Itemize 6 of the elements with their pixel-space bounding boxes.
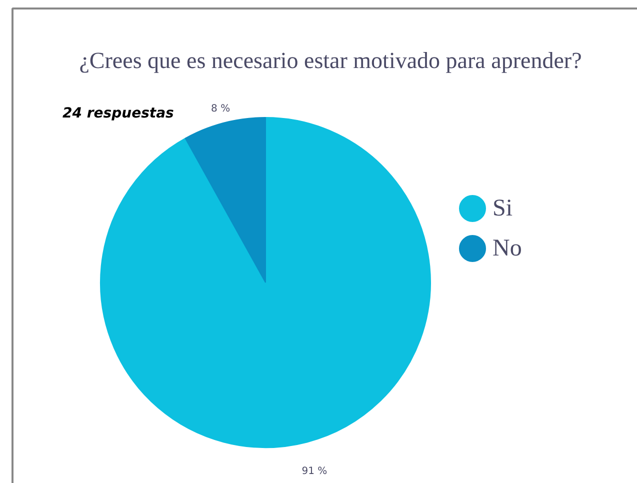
legend-label: No — [492, 236, 522, 262]
text: 24 respuestas — [62, 106, 174, 122]
data-label: 91 % — [302, 466, 328, 477]
chart-title: ¿Crees que es necesario estar motivado para aprender? — [79, 48, 582, 73]
legend-label: Si — [492, 196, 513, 222]
data-label: 8 % — [211, 104, 230, 115]
